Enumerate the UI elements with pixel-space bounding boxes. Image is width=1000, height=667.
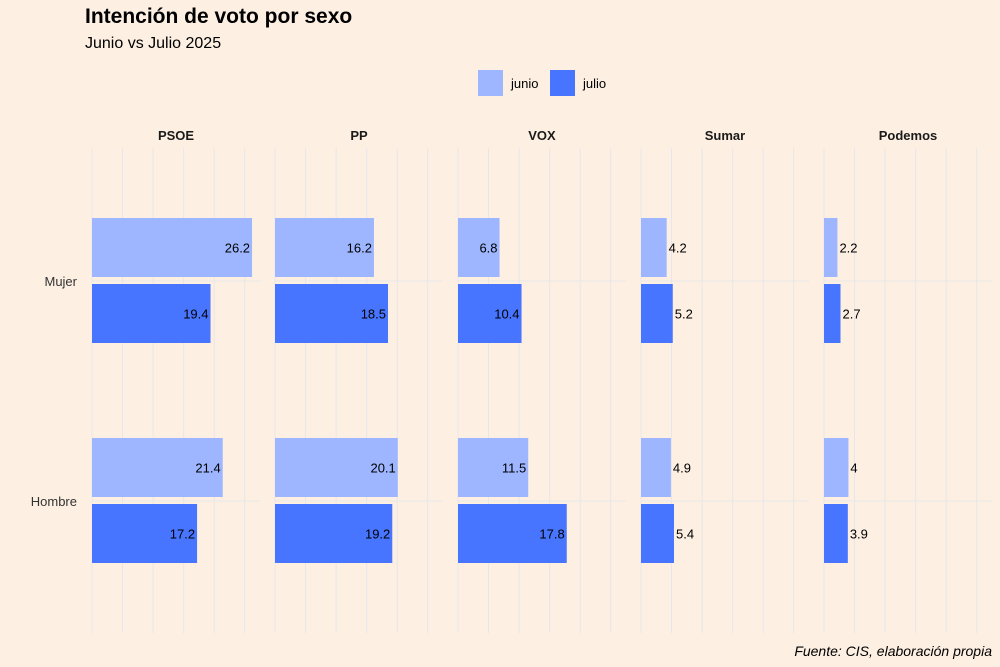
facet-label-pp: PP — [350, 128, 368, 143]
data-label-vox-hombre-julio: 17.8 — [539, 527, 564, 542]
bar-sumar-mujer-junio — [641, 218, 667, 277]
bar-vox-hombre-julio — [458, 504, 567, 563]
data-label-pp-mujer-julio: 18.5 — [361, 307, 386, 322]
bar-vox-mujer-julio — [458, 284, 522, 343]
legend: junio julio — [478, 70, 606, 96]
data-label-podemos-hombre-junio: 4 — [850, 461, 857, 476]
bar-psoe-hombre-julio — [92, 504, 198, 563]
bar-podemos-hombre-julio — [824, 504, 848, 563]
data-label-sumar-hombre-junio: 4.9 — [673, 461, 691, 476]
legend-key-junio — [478, 70, 503, 96]
bar-psoe-mujer-junio — [92, 218, 253, 277]
bar-psoe-hombre-junio — [92, 438, 223, 497]
data-label-sumar-mujer-julio: 5.2 — [675, 307, 693, 322]
bar-vox-mujer-junio — [458, 218, 500, 277]
data-label-psoe-hombre-julio: 17.2 — [170, 527, 195, 542]
data-label-psoe-mujer-julio: 19.4 — [183, 307, 208, 322]
bar-layer — [92, 218, 849, 563]
data-label-pp-hombre-junio: 20.1 — [370, 461, 395, 476]
facet-label-vox: VOX — [528, 128, 556, 143]
facet-label-psoe: PSOE — [158, 128, 194, 143]
data-label-pp-mujer-junio: 16.2 — [347, 241, 372, 256]
bar-psoe-mujer-julio — [92, 284, 211, 343]
bar-podemos-mujer-julio — [824, 284, 841, 343]
bar-sumar-hombre-julio — [641, 504, 674, 563]
data-label-podemos-mujer-junio: 2.2 — [839, 241, 857, 256]
data-label-psoe-mujer-junio: 26.2 — [225, 241, 250, 256]
chart-subtitle: Junio vs Julio 2025 — [85, 35, 222, 52]
bar-pp-mujer-julio — [275, 284, 389, 343]
data-label-vox-mujer-julio: 10.4 — [494, 307, 519, 322]
bar-vox-hombre-junio — [458, 438, 529, 497]
label-layer: PSOE 26.2 21.4 19.4 17.2 PP 16.2 20.1 18.5 19.2 VO… — [31, 128, 938, 542]
y-tick-label-mujer: Mujer — [44, 274, 77, 289]
data-label-vox-hombre-junio: 11.5 — [502, 461, 526, 476]
y-tick-label-hombre: Hombre — [31, 494, 77, 509]
chart-caption: Fuente: CIS, elaboración propia — [794, 643, 992, 659]
data-label-vox-mujer-junio: 6.8 — [479, 241, 497, 256]
bar-pp-mujer-junio — [275, 218, 374, 277]
data-label-sumar-hombre-julio: 5.4 — [676, 527, 694, 542]
chart-title: Intención de voto por sexo — [85, 5, 353, 28]
data-label-podemos-mujer-julio: 2.7 — [842, 307, 860, 322]
bar-podemos-hombre-junio — [824, 438, 849, 497]
data-label-pp-hombre-julio: 19.2 — [365, 527, 390, 542]
bar-podemos-mujer-junio — [824, 218, 838, 277]
bar-sumar-hombre-junio — [641, 438, 671, 497]
bar-pp-hombre-junio — [275, 438, 398, 497]
legend-label-julio: julio — [582, 76, 606, 91]
data-label-sumar-mujer-junio: 4.2 — [669, 241, 687, 256]
bar-pp-hombre-julio — [275, 504, 393, 563]
data-label-podemos-hombre-julio: 3.9 — [850, 527, 868, 542]
bar-sumar-mujer-julio — [641, 284, 673, 343]
facet-label-sumar: Sumar — [705, 128, 745, 143]
facet-label-podemos: Podemos — [879, 128, 938, 143]
data-label-psoe-hombre-junio: 21.4 — [195, 461, 220, 476]
legend-key-julio — [550, 70, 575, 96]
legend-label-junio: junio — [510, 76, 538, 91]
